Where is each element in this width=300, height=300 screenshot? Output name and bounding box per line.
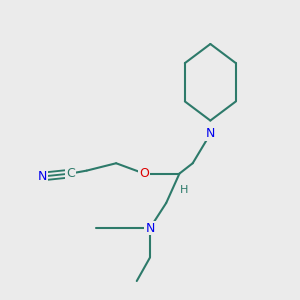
- Text: N: N: [145, 221, 155, 235]
- Text: O: O: [139, 167, 149, 180]
- Text: N: N: [206, 127, 215, 140]
- Text: H: H: [180, 185, 188, 195]
- Text: N: N: [38, 170, 47, 183]
- Text: C: C: [66, 167, 75, 180]
